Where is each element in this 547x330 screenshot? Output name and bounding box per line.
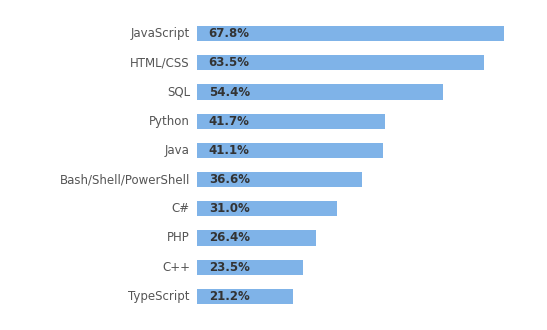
Text: Bash/Shell/PowerShell: Bash/Shell/PowerShell bbox=[60, 173, 190, 186]
Text: 41.7%: 41.7% bbox=[209, 115, 249, 128]
Text: C++: C++ bbox=[162, 261, 190, 274]
Text: HTML/CSS: HTML/CSS bbox=[130, 56, 190, 69]
Text: JavaScript: JavaScript bbox=[131, 27, 190, 40]
Bar bbox=[197, 230, 316, 246]
Bar bbox=[197, 201, 337, 216]
Text: Java: Java bbox=[165, 144, 190, 157]
Bar bbox=[197, 289, 293, 304]
Text: 21.2%: 21.2% bbox=[209, 290, 249, 303]
Text: 31.0%: 31.0% bbox=[209, 202, 249, 215]
Bar bbox=[197, 143, 383, 158]
Text: 67.8%: 67.8% bbox=[209, 27, 249, 40]
Bar bbox=[197, 172, 363, 187]
Text: TypeScript: TypeScript bbox=[129, 290, 190, 303]
Bar bbox=[197, 260, 303, 275]
Bar bbox=[197, 114, 386, 129]
Text: PHP: PHP bbox=[167, 231, 190, 245]
Text: 23.5%: 23.5% bbox=[209, 261, 249, 274]
Bar bbox=[197, 26, 503, 41]
Text: 36.6%: 36.6% bbox=[209, 173, 249, 186]
Text: 26.4%: 26.4% bbox=[209, 231, 249, 245]
Text: 54.4%: 54.4% bbox=[208, 85, 249, 99]
Text: C#: C# bbox=[172, 202, 190, 215]
Text: 41.1%: 41.1% bbox=[209, 144, 249, 157]
Bar bbox=[197, 55, 484, 70]
Bar bbox=[197, 84, 443, 100]
Text: 63.5%: 63.5% bbox=[209, 56, 249, 69]
Text: Python: Python bbox=[149, 115, 190, 128]
Text: SQL: SQL bbox=[167, 85, 190, 99]
